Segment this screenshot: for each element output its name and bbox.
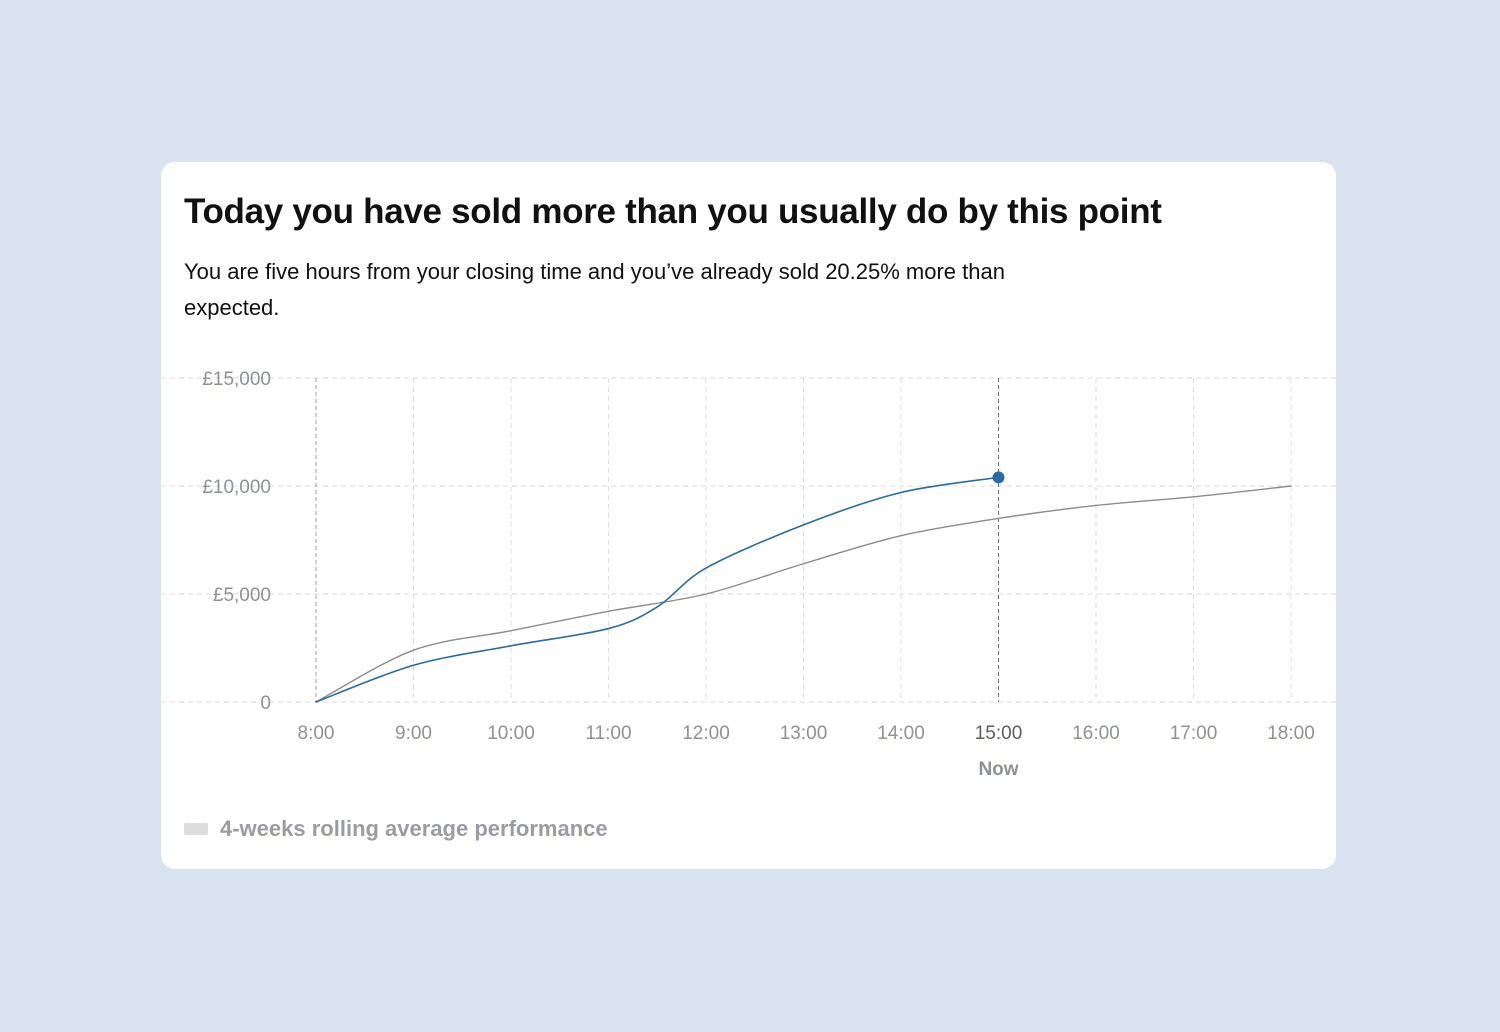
y-tick-label-2: £10,000 [202,477,271,498]
sales-line-chart: 0 £5,000 £10,000 £15,000 8:00 9:00 10:00 11:00… [161,369,1336,780]
legend-swatch-average [184,823,208,835]
sales-card: Today you have sold more than you usuall… [161,162,1336,869]
y-tick-label-3: £15,000 [202,369,271,390]
y-axis-labels: 0 £5,000 £10,000 £15,000 [202,369,271,714]
legend[interactable]: 4-weeks rolling average performance [184,816,608,842]
today-endpoint[interactable] [992,471,1005,484]
x-tick-label-0: 8:00 [298,723,335,744]
x-tick-label-1: 9:00 [395,723,432,744]
x-tick-label-3: 11:00 [585,723,631,744]
series-line-average [315,485,1292,703]
x-gridlines [315,378,1292,702]
x-tick-label-7: 15:00 [975,723,1023,744]
card-subtitle: You are five hours from your closing tim… [184,259,1005,320]
y-gridlines [161,377,1336,703]
x-tick-label-6: 14:00 [877,723,925,744]
y-tick-label-0: 0 [260,693,271,714]
card-title: Today you have sold more than you usuall… [184,192,1162,231]
series-line-today [315,476,1000,703]
x-tick-label-5: 13:00 [780,723,828,744]
x-tick-label-8: 16:00 [1072,723,1120,744]
x-tick-label-2: 10:00 [487,723,535,744]
x-axis-labels: 8:00 9:00 10:00 11:00 12:00 13:00 14:00 15:00 No… [298,723,1315,780]
now-label: Now [978,759,1018,780]
series-layer [315,476,1292,703]
x-tick-label-9: 17:00 [1170,723,1218,744]
legend-label-average: 4-weeks rolling average performance [220,816,608,841]
x-tick-label-4: 12:00 [682,723,730,744]
marker-layer [992,471,1005,484]
y-tick-label-1: £5,000 [213,585,271,606]
x-tick-label-10: 18:00 [1267,723,1315,744]
